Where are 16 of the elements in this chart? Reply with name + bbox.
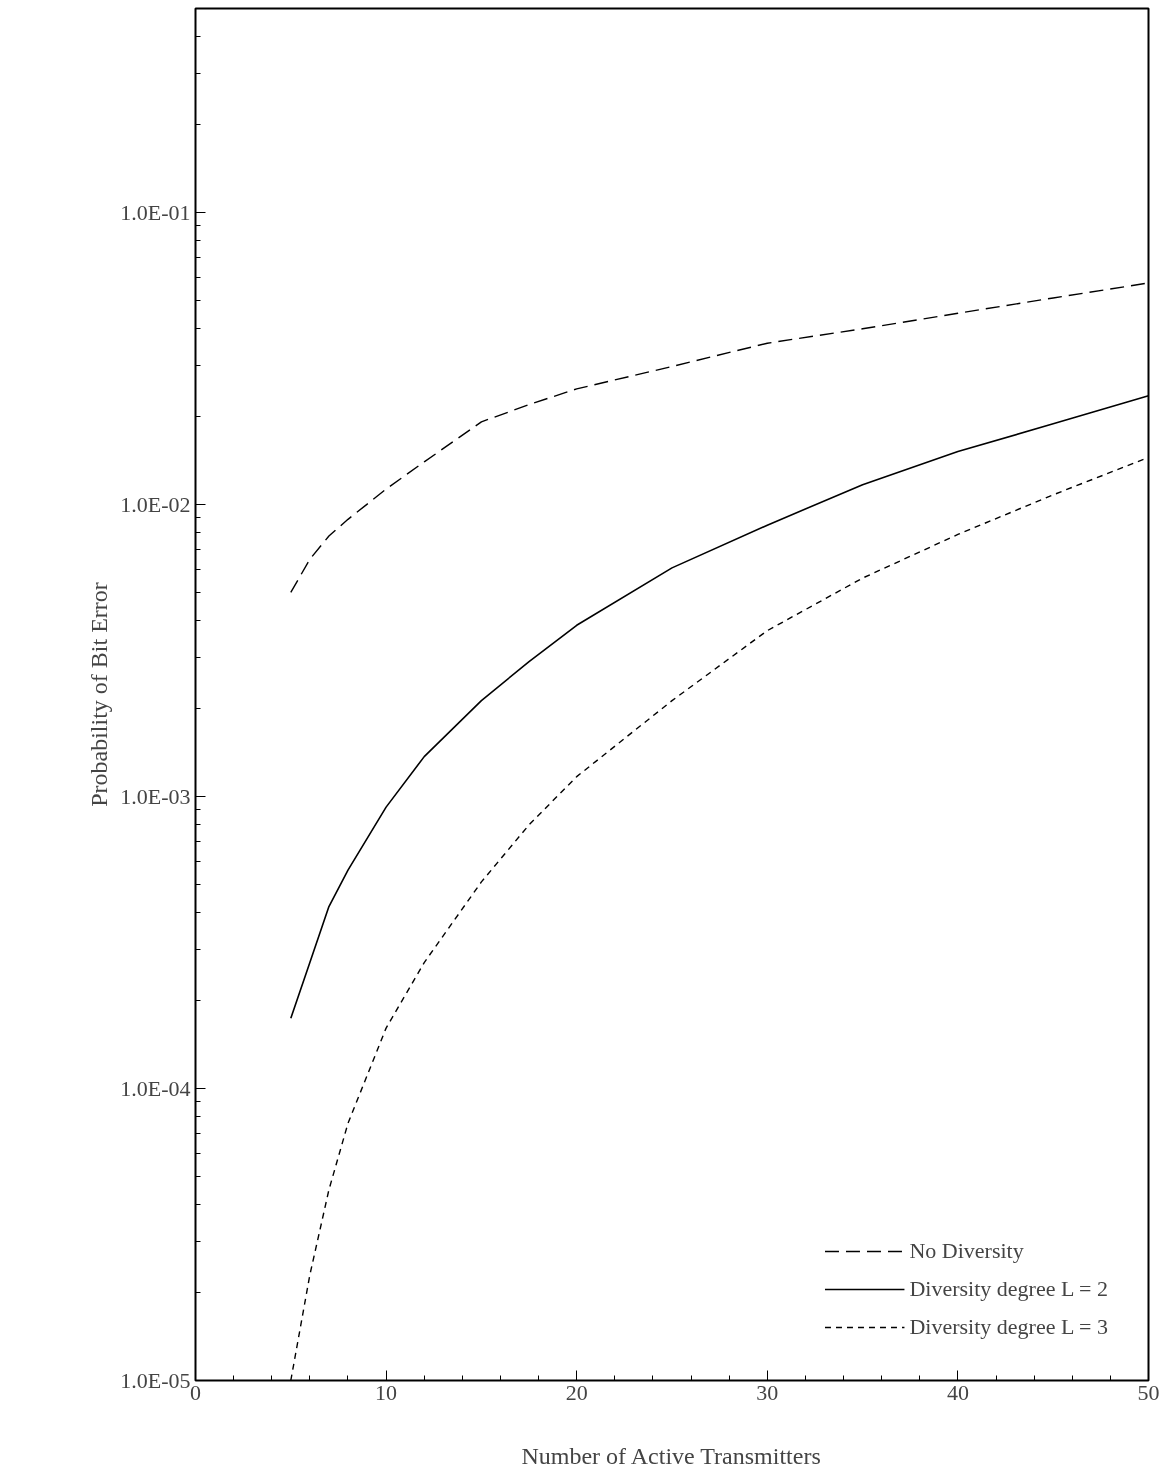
x-axis-title: Number of Active Transmitters bbox=[521, 1442, 821, 1469]
y-tick-label: 1.0E-03 bbox=[120, 784, 191, 810]
x-tick-label: 50 bbox=[1137, 1379, 1160, 1405]
x-tick-label: 40 bbox=[946, 1379, 969, 1405]
x-tick-label: 10 bbox=[375, 1379, 398, 1405]
y-tick-label: 1.0E-02 bbox=[120, 492, 191, 518]
y-tick-label: 1.0E-05 bbox=[120, 1368, 191, 1393]
x-tick-label: 30 bbox=[756, 1379, 779, 1405]
legend-label: No Diversity bbox=[909, 1238, 1024, 1264]
y-tick-label: 1.0E-01 bbox=[120, 200, 191, 226]
x-tick-label: 0 bbox=[190, 1379, 201, 1405]
x-tick-label: 20 bbox=[565, 1379, 588, 1405]
legend-label: Diversity degree L = 2 bbox=[909, 1276, 1108, 1302]
legend-label: Diversity degree L = 3 bbox=[909, 1314, 1108, 1340]
y-tick-label: 1.0E-04 bbox=[120, 1076, 191, 1102]
y-axis-title: Probability of Bit Error bbox=[86, 582, 113, 807]
